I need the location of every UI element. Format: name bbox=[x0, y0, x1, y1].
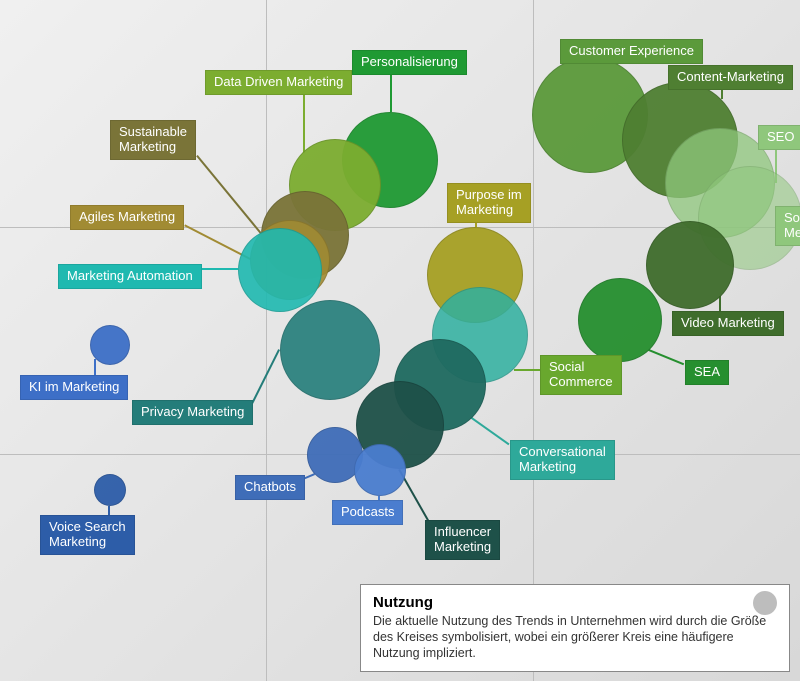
label-data-driven: Data Driven Marketing bbox=[205, 70, 352, 95]
bubble-chart: Customer ExperienceContent-Marketing SEO S… bbox=[0, 0, 800, 681]
label-agiles: Agiles Marketing bbox=[70, 205, 184, 230]
label-social-commerce: SocialCommerce bbox=[540, 355, 622, 395]
leader-voice-search bbox=[108, 506, 110, 515]
leader-video-marketing bbox=[719, 296, 721, 311]
label-customer-experience: Customer Experience bbox=[560, 39, 703, 64]
legend-circle-icon bbox=[753, 591, 777, 615]
bubble-video-marketing bbox=[646, 221, 734, 309]
leader-personalisierung bbox=[390, 75, 392, 112]
bubble-marketing-automation bbox=[238, 228, 322, 312]
label-sea: SEA bbox=[685, 360, 729, 385]
bubble-voice-search bbox=[94, 474, 126, 506]
bubble-ki bbox=[90, 325, 130, 365]
leader-data-driven bbox=[303, 95, 305, 153]
leader-social-commerce bbox=[514, 369, 540, 371]
label-ki: KI im Marketing bbox=[20, 375, 128, 400]
legend-body: Die aktuelle Nutzung des Trends in Unter… bbox=[373, 614, 766, 661]
label-sustainable: SustainableMarketing bbox=[110, 120, 196, 160]
leader-ki bbox=[94, 359, 96, 375]
leader-conversational bbox=[471, 417, 510, 445]
bubble-podcasts bbox=[354, 444, 406, 496]
legend-box: Nutzung Die aktuelle Nutzung des Trends … bbox=[360, 584, 790, 672]
legend-title: Nutzung bbox=[373, 593, 433, 613]
label-marketing-automation: Marketing Automation bbox=[58, 264, 202, 289]
label-voice-search: Voice SearchMarketing bbox=[40, 515, 135, 555]
label-seo: SEO bbox=[758, 125, 800, 150]
bubble-privacy bbox=[280, 300, 380, 400]
leader-sea bbox=[649, 349, 685, 365]
leader-marketing-automation bbox=[202, 268, 238, 270]
leader-sustainable bbox=[196, 155, 263, 235]
label-personalisierung: Personalisierung bbox=[352, 50, 467, 75]
label-privacy: Privacy Marketing bbox=[132, 400, 253, 425]
label-video-marketing: Video Marketing bbox=[672, 311, 784, 336]
label-podcasts: Podcasts bbox=[332, 500, 403, 525]
label-conversational: ConversationalMarketing bbox=[510, 440, 615, 480]
label-chatbots: Chatbots bbox=[235, 475, 305, 500]
label-social-media: SocialMedia bbox=[775, 206, 800, 246]
bubble-sea bbox=[578, 278, 662, 362]
label-influencer: InfluencerMarketing bbox=[425, 520, 500, 560]
grid-vline bbox=[266, 0, 267, 681]
label-purpose: Purpose imMarketing bbox=[447, 183, 531, 223]
label-content-marketing: Content-Marketing bbox=[668, 65, 793, 90]
